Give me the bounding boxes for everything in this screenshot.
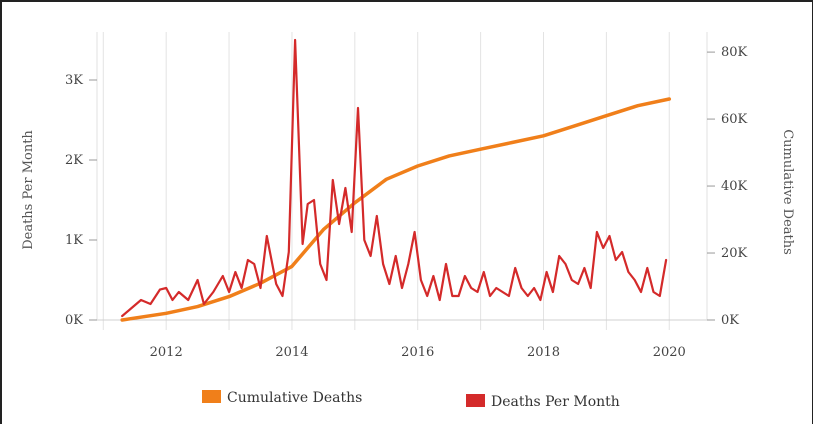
left-tick-label: 0K: [65, 313, 83, 328]
legend-swatch-per-month: [466, 394, 485, 407]
left-tick-label: 3K: [65, 73, 83, 88]
right-y-ticks: 0K 20K 40K 60K 80K: [707, 45, 748, 328]
series-line: [121, 38, 668, 318]
legend-label-per-month: Deaths Per Month: [491, 394, 620, 410]
right-tick-label: 20K: [721, 246, 748, 261]
x-tick-label: 2014: [275, 345, 308, 360]
legend-swatch-cumulative: [202, 390, 221, 403]
left-tick-label: 2K: [65, 153, 83, 168]
legend-label-cumulative: Cumulative Deaths: [227, 390, 362, 406]
left-y-ticks: 0K 1K 2K 3K: [65, 73, 97, 328]
x-tick-label: 2016: [401, 345, 434, 360]
legend: Cumulative Deaths Deaths Per Month: [202, 390, 620, 410]
right-tick-label: 80K: [721, 45, 748, 60]
right-tick-label: 40K: [721, 179, 748, 194]
series-cumulative-deaths: [120, 97, 672, 322]
x-tick-label: 2012: [150, 345, 183, 360]
right-tick-label: 0K: [721, 313, 739, 328]
right-tick-label: 60K: [721, 112, 748, 127]
axes: [96, 32, 708, 321]
series-line: [120, 97, 672, 322]
series-deaths-per-month: [121, 38, 668, 318]
x-tick-label: 2018: [527, 345, 560, 360]
x-tick-label: 2020: [653, 345, 686, 360]
left-tick-label: 1K: [65, 233, 83, 248]
x-ticks: 2012 2014 2016 2018 2020: [150, 345, 686, 360]
left-axis-title: Deaths Per Month: [21, 130, 36, 250]
right-axis-title: Cumulative Deaths: [780, 129, 795, 255]
